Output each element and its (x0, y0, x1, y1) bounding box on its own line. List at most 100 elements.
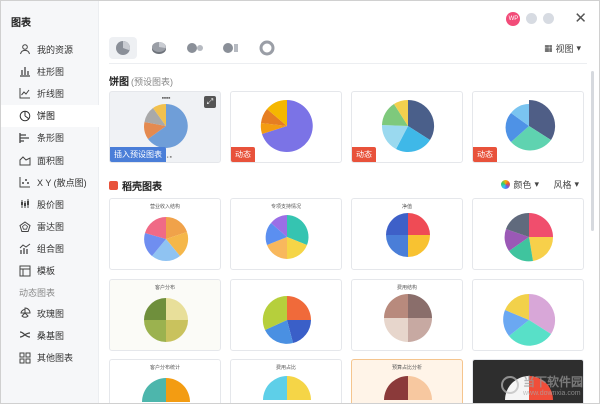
user-icon (19, 43, 31, 55)
sidebar-item-scatter[interactable]: X Y (散点图) (1, 171, 99, 193)
divider (109, 63, 587, 64)
preset-card-4[interactable]: 动态 (472, 91, 584, 163)
template-pie-11 (384, 376, 432, 400)
sidebar-item-label: 股价图 (37, 199, 65, 210)
preset-card-1[interactable]: ■■■■ ● ■ ● ■ ⤢ 插入预设图表 (109, 91, 221, 163)
template-pie-9 (142, 378, 190, 402)
sidebar-item-label: 其他图表 (37, 353, 74, 364)
template-card-8[interactable] (472, 279, 584, 351)
sidebar-item-radar[interactable]: 雷达图 (1, 216, 99, 238)
sidebar-item-rose[interactable]: 玫瑰图 (1, 302, 99, 324)
style-dropdown[interactable]: 风格 ▾ (553, 178, 579, 191)
sidebar-item-area[interactable]: 面积图 (1, 149, 99, 171)
member-icon[interactable] (526, 13, 538, 24)
preset-card-2[interactable]: 动态 (230, 91, 342, 163)
template-section-title: 稻壳图表 (109, 178, 162, 193)
sidebar-item-combo[interactable]: 组合图 (1, 238, 99, 260)
template-card-title: 费用占比 (275, 365, 296, 371)
tab-pie-2d[interactable] (109, 37, 137, 59)
docer-logo-icon (109, 181, 118, 190)
template-pie-5 (144, 298, 188, 342)
template-card-title: 客户分布 (154, 285, 175, 291)
watermark: 当下软件园 www.downxia.com (500, 373, 583, 397)
sidebar-item-label: 雷达图 (37, 222, 65, 233)
template-pie-2 (265, 215, 309, 259)
stock-chart-icon (19, 198, 31, 210)
preset-section-title: 饼图 (预设图表) (109, 73, 173, 88)
sidebar-item-stock[interactable]: 股价图 (1, 193, 99, 215)
tab-pie-of-pie[interactable] (181, 37, 209, 59)
other-chart-icon (19, 352, 31, 364)
color-label: 颜色 (513, 180, 532, 190)
sidebar-nav: 我的资源 柱形图 折线图 饼图 条形图 面积图 (1, 38, 99, 369)
sidebar-item-label: 面积图 (37, 155, 65, 166)
template-pie-3 (386, 213, 430, 257)
template-pie-1 (144, 216, 189, 262)
sidebar-item-bar[interactable]: 柱形图 (1, 60, 99, 82)
sidebar-item-label: 玫瑰图 (37, 308, 65, 319)
sidebar-item-horizontal-bar[interactable]: 条形图 (1, 127, 99, 149)
template-card-title: 费用结构 (396, 285, 417, 291)
color-dropdown[interactable]: 颜色 ▾ (501, 178, 539, 191)
dynamic-badge: 动态 (473, 147, 497, 162)
template-pie-4 (504, 212, 554, 262)
horizontal-bar-icon (19, 132, 31, 144)
sidebar-item-my-resources[interactable]: 我的资源 (1, 38, 99, 60)
sankey-icon (19, 329, 31, 341)
scrollbar[interactable] (591, 71, 594, 231)
area-chart-icon (19, 154, 31, 166)
sidebar-item-sankey[interactable]: 桑基图 (1, 324, 99, 346)
view-toggle[interactable]: ▦ 视图 ▾ (544, 42, 581, 55)
tab-pie-3d[interactable] (145, 37, 173, 59)
template-card-10[interactable]: 费用占比 (230, 359, 342, 403)
dynamic-badge: 动态 (352, 147, 376, 162)
template-title: 稻壳图表 (122, 182, 162, 193)
preset-pie-3 (381, 99, 435, 152)
close-icon[interactable]: ✕ (574, 10, 587, 27)
sidebar-item-label: 我的资源 (37, 44, 74, 55)
template-card-6[interactable] (230, 279, 342, 351)
sidebar-item-label: 柱形图 (37, 66, 65, 77)
template-pie-7 (384, 294, 432, 342)
watermark-text: 当下软件园 (522, 375, 583, 389)
scatter-icon (19, 176, 31, 188)
header-actions: WP ✕ (506, 11, 587, 26)
template-card-11[interactable]: 预算占比分析 (351, 359, 463, 403)
notification-icon[interactable] (543, 13, 555, 24)
tab-doughnut[interactable] (253, 37, 281, 59)
pie-subtype-tabs (109, 37, 281, 59)
template-pie-6 (262, 295, 311, 344)
pie-chart-icon (19, 110, 31, 122)
sidebar-item-label: X Y (散点图) (37, 177, 87, 188)
watermark-logo-icon (500, 376, 519, 394)
avatar[interactable]: WP (506, 11, 521, 26)
tab-bar-of-pie[interactable] (217, 37, 245, 59)
template-card-title: 客户分布统计 (149, 365, 180, 371)
template-card-4[interactable] (472, 198, 584, 270)
sidebar-item-template[interactable]: 模板 (1, 260, 99, 282)
template-icon (19, 265, 31, 277)
template-pie-10 (263, 376, 311, 400)
grid-icon: ▦ (543, 43, 553, 53)
template-card-12[interactable] (472, 359, 584, 403)
sidebar-item-label: 桑基图 (37, 330, 65, 341)
template-card-7[interactable]: 费用结构 (351, 279, 463, 351)
template-card-3[interactable]: 净值 (351, 198, 463, 270)
pie-3d-icon (152, 42, 166, 54)
chevron-down-icon: ▾ (576, 43, 581, 53)
sidebar-item-pie[interactable]: 饼图 (1, 104, 99, 127)
preset-pie-2 (260, 99, 313, 152)
template-card-2[interactable]: 专项支持情况 (230, 198, 342, 270)
template-card-9[interactable]: 客户分布统计 (109, 359, 221, 403)
preset-card-3[interactable]: 动态 (351, 91, 463, 163)
dialog-title: 图表 (11, 18, 31, 29)
template-card-5[interactable]: 客户分布 (109, 279, 221, 351)
expand-icon[interactable]: ⤢ (204, 96, 216, 108)
sidebar-item-other[interactable]: 其他图表 (1, 346, 99, 368)
template-card-1[interactable]: 营业收入结构 (109, 198, 221, 270)
chevron-down-icon: ▾ (574, 179, 579, 189)
insert-preset-button[interactable]: 插入预设图表 (110, 147, 166, 162)
sidebar-item-label: 折线图 (37, 88, 65, 99)
dynamic-badge: 动态 (231, 147, 255, 162)
sidebar-item-line[interactable]: 折线图 (1, 82, 99, 104)
